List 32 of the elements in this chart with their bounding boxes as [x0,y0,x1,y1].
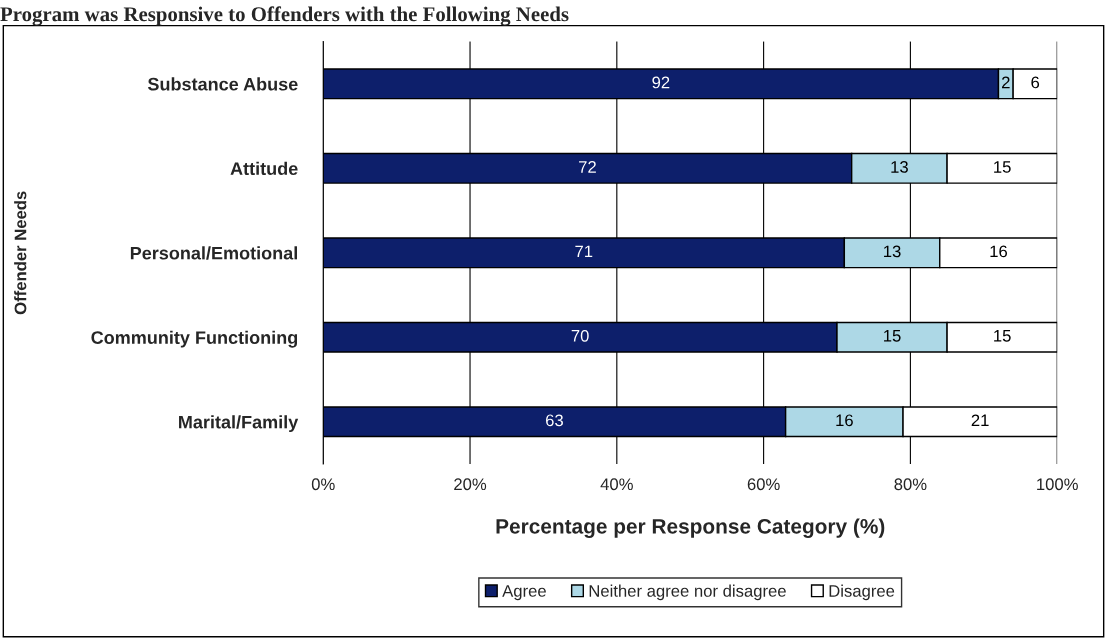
data-label: 21 [971,414,989,427]
x-axis-title: Percentage per Response Category (%) [496,518,885,538]
data-label: 71 [575,245,593,258]
y-tick-label: Marital/Family [179,415,299,433]
data-label: 15 [994,161,1011,173]
y-tick-label: Attitude [230,161,298,176]
x-tick-label: 40% [600,478,633,491]
legend-label: Disagree [829,584,895,601]
x-tick-label: 100% [1037,478,1078,491]
x-tick-label: 80% [894,478,927,491]
legend-label: Neither agree nor disagree [589,584,786,601]
x-tick-label: 60% [747,478,780,491]
data-label: 13 [891,160,908,173]
data-label: 13 [884,245,901,258]
data-label: 72 [579,160,596,173]
data-label: 70 [571,329,589,342]
data-label: 15 [994,330,1011,342]
y-tick-label: Substance Abuse [147,77,298,91]
data-label: 63 [546,414,563,427]
data-label: 16 [836,414,853,427]
data-label: 2 [1002,76,1010,89]
y-tick-label: Personal/Emotional [130,246,297,260]
data-label: 6 [1031,76,1040,89]
y-axis-title: Offender Needs [14,191,27,315]
data-label: 15 [884,330,901,342]
data-label: 16 [990,245,1008,258]
y-tick-label: Community Functioning [91,330,298,348]
chart-title: Program was Responsive to Offenders with the Following Needs [0,6,569,26]
data-label: 92 [652,76,670,89]
x-tick-label: 20% [454,478,487,491]
legend-label: Agree [502,585,546,601]
x-tick-label: 0% [311,478,335,491]
